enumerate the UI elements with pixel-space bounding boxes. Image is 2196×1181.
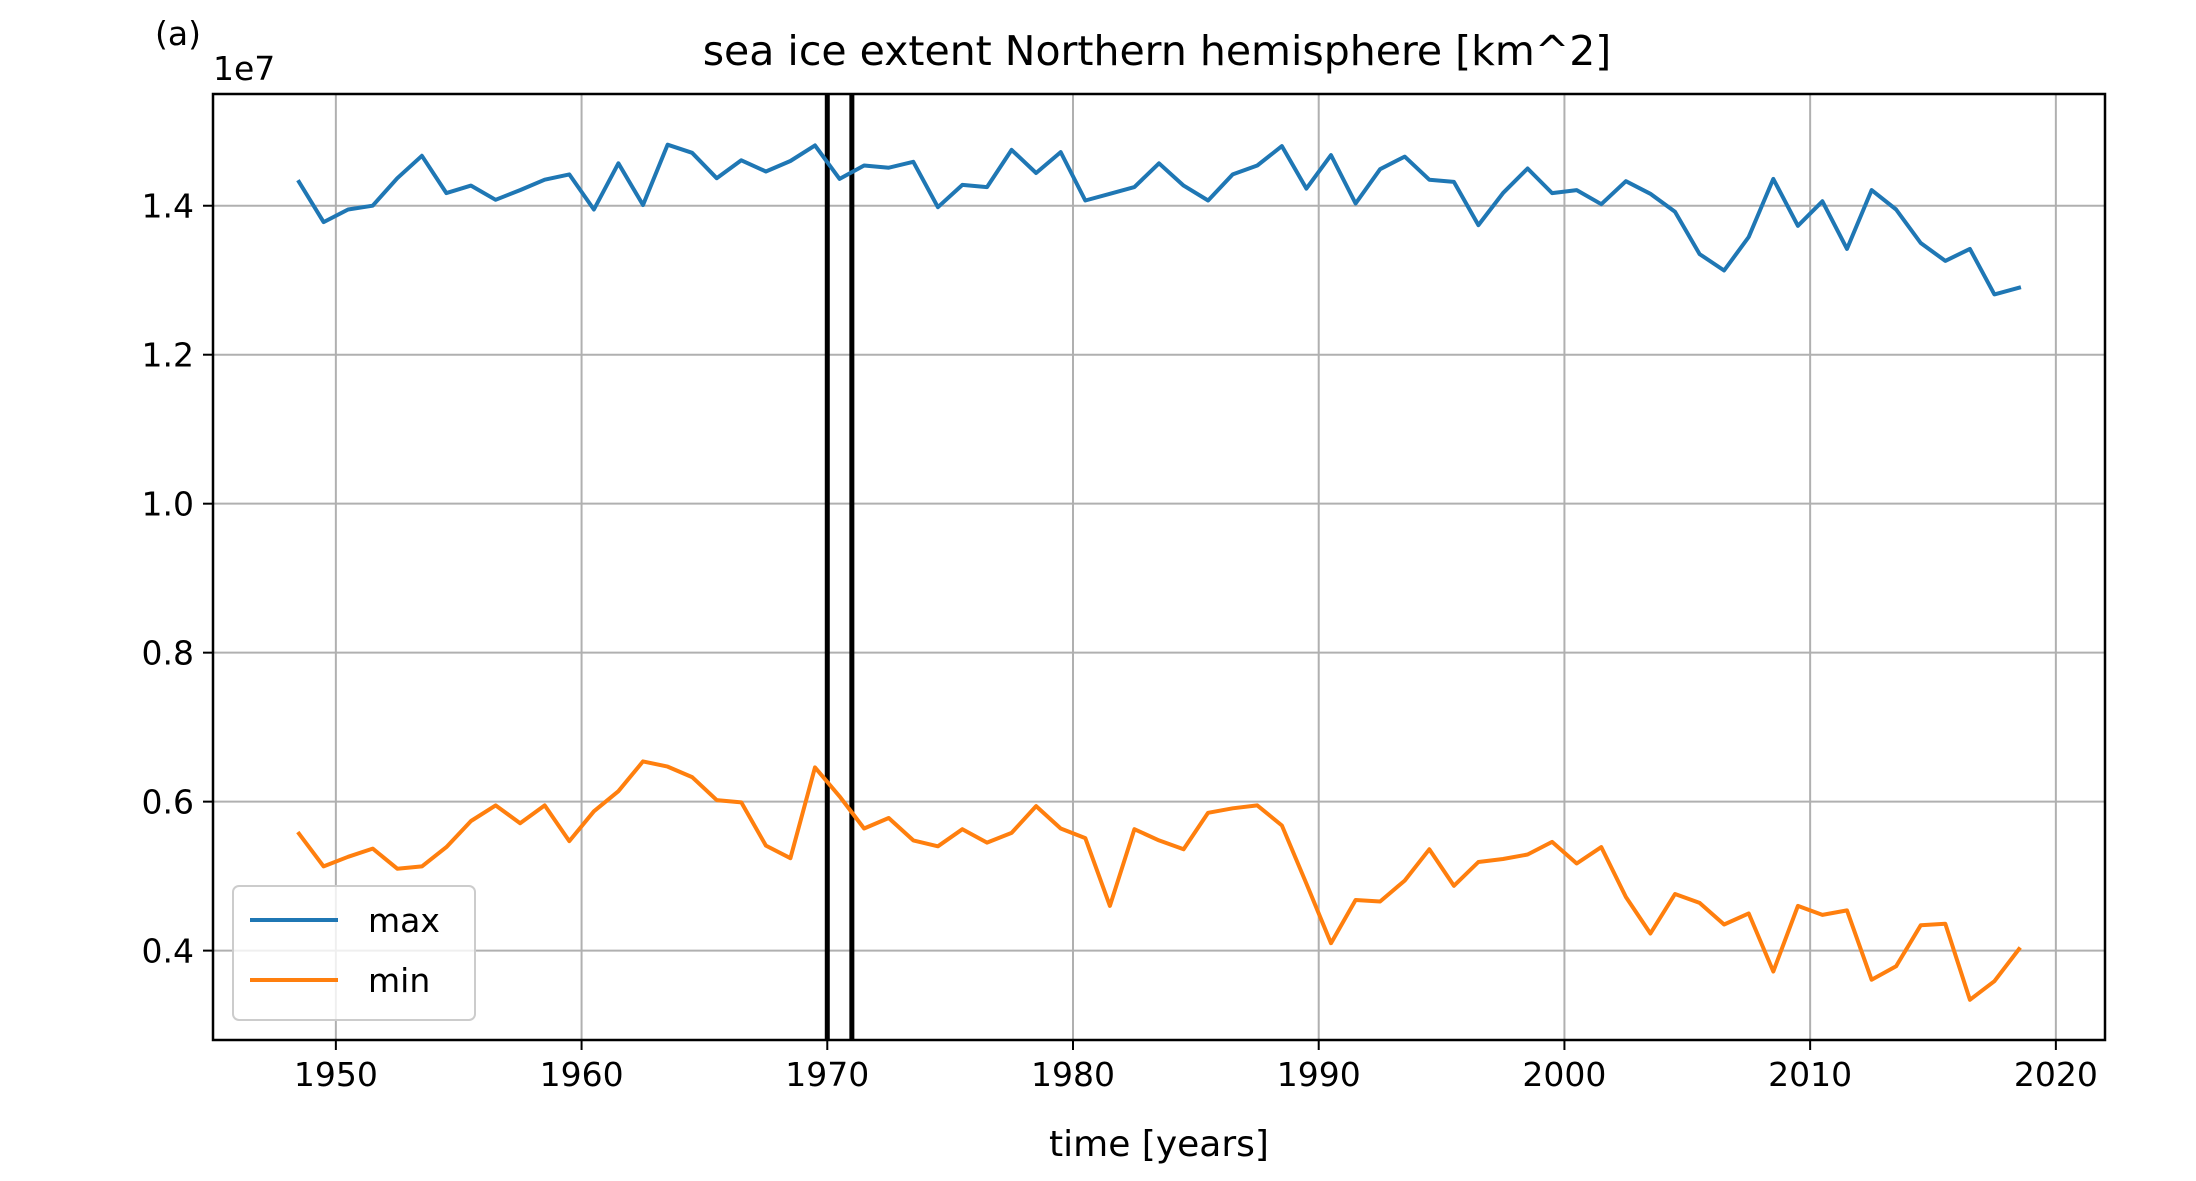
x-axis-label: time [years] xyxy=(1049,1124,1269,1165)
series-line-min xyxy=(296,759,2022,1002)
x-tick-label: 2010 xyxy=(1768,1055,1852,1094)
chart-title: sea ice extent Northern hemisphere [km^2… xyxy=(703,27,1612,75)
x-tick-label: 2000 xyxy=(1522,1055,1606,1094)
reference-lines-layer xyxy=(824,94,855,1040)
legend: max min xyxy=(232,885,476,1021)
y-tick-label: 0.8 xyxy=(142,634,194,673)
y-tick-label: 1.4 xyxy=(142,187,194,226)
x-tick-label: 2020 xyxy=(2014,1055,2098,1094)
y-tick-label: 1.0 xyxy=(142,485,194,524)
y-axis-ticks: 0.4 0.6 0.8 1.0 1.2 1.4 xyxy=(142,187,213,971)
y-tick-label: 0.4 xyxy=(142,932,194,971)
y-tick-label: 0.6 xyxy=(142,783,194,822)
x-tick-label: 1960 xyxy=(540,1055,624,1094)
x-tick-label: 1950 xyxy=(294,1055,378,1094)
series-line-max xyxy=(296,142,2022,297)
series-layer xyxy=(296,142,2022,1002)
y-axis-offset-label: 1e7 xyxy=(213,49,275,88)
x-tick-label: 1970 xyxy=(785,1055,869,1094)
y-tick-label: 1.2 xyxy=(142,336,194,375)
plot-frame xyxy=(211,92,2107,1042)
x-tick-label: 1980 xyxy=(1031,1055,1115,1094)
x-axis-ticks: 1950 1960 1970 1980 1990 2000 2010 2020 xyxy=(294,1040,2098,1094)
legend-label-max: max xyxy=(368,901,440,940)
legend-label-min: min xyxy=(368,961,430,1000)
x-tick-label: 1990 xyxy=(1277,1055,1361,1094)
panel-label: (a) xyxy=(155,14,201,53)
